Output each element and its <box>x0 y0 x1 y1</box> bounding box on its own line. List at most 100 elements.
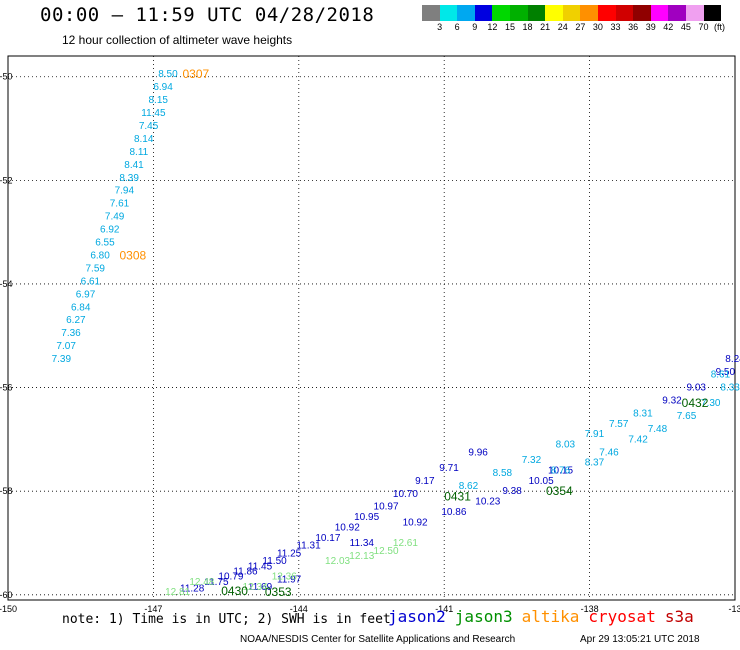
x-tick-label: -147 <box>144 604 162 614</box>
color-scale-label: 45 <box>680 22 691 32</box>
color-scale-label: 21 <box>540 22 551 32</box>
wave-height-label: 6.84 <box>71 302 91 313</box>
legend-entry-jason2: jason2 <box>388 607 446 626</box>
color-scale-label: 33 <box>610 22 621 32</box>
wave-height-label: 12.34 <box>243 582 268 593</box>
color-scale-swatch <box>422 5 440 21</box>
color-scale-swatch: 24 <box>558 5 581 32</box>
wave-height-label: 6.80 <box>90 250 110 261</box>
color-scale-label: 70 <box>698 22 709 32</box>
wave-height-label: 7.94 <box>115 186 135 197</box>
wave-height-label: 10.92 <box>335 522 360 533</box>
x-tick-label: -13 <box>728 604 740 614</box>
wave-height-label: 12.48 <box>189 577 214 588</box>
generation-timestamp: Apr 29 13:05:21 UTC 2018 <box>580 634 700 645</box>
wave-height-label: 12.50 <box>374 546 399 557</box>
wave-height-label: 7.42 <box>628 434 648 445</box>
wave-height-label: 11.31 <box>296 541 321 552</box>
pass-time-label: 0432 <box>682 396 709 410</box>
wave-height-label: 6.97 <box>76 289 96 300</box>
color-scale-label: 6 <box>454 22 460 32</box>
color-scale-swatch: 12 <box>487 5 510 32</box>
chart-title: 00:00 – 11:59 UTC 04/28/2018 <box>40 4 375 26</box>
y-tick-label: -60 <box>0 590 13 600</box>
color-scale-label: 12 <box>487 22 498 32</box>
wave-height-label: 12.61 <box>393 538 418 549</box>
color-scale-label: 39 <box>645 22 656 32</box>
wave-height-label: 7.45 <box>139 121 159 132</box>
wave-height-label: 7.59 <box>86 263 106 274</box>
color-scale-swatch: 6 <box>455 5 475 32</box>
wave-height-label: 7.07 <box>56 341 76 352</box>
wave-height-label: 8.33 <box>720 383 740 394</box>
wave-height-label: 7.46 <box>599 447 619 458</box>
wave-height-label: 8.11 <box>129 147 148 158</box>
pass-time-label: 0308 <box>119 248 146 262</box>
wave-height-label: 7.49 <box>105 212 125 223</box>
wave-height-label: 7.36 <box>61 328 81 339</box>
color-scale-label: 30 <box>592 22 603 32</box>
color-scale-swatch: 36 <box>628 5 651 32</box>
pass-time-label: 0431 <box>444 489 471 503</box>
wave-height-label: 11.75 <box>204 577 229 588</box>
wave-height-label: 11.50 <box>262 556 287 567</box>
wave-height-label: 7.32 <box>522 455 542 466</box>
credit-line: NOAA/NESDIS Center for Satellite Applica… <box>240 634 516 645</box>
x-tick-label: -141 <box>435 604 453 614</box>
y-tick-label: -56 <box>0 383 13 393</box>
wave-height-label: 10.86 <box>441 507 466 518</box>
wave-height-label: 9.38 <box>502 486 522 497</box>
wave-height-label: 9.32 <box>662 396 682 407</box>
color-scale-swatch: 39 <box>646 5 669 32</box>
wave-height-label: 7.65 <box>677 411 697 422</box>
pass-time-label: 0354 <box>546 484 573 498</box>
color-scale-label: 15 <box>504 22 515 32</box>
color-scale-swatch: 33 <box>611 5 634 32</box>
wave-height-label: 10.95 <box>354 512 379 523</box>
wave-height-label: 8.50 <box>158 69 178 80</box>
x-tick-label: -150 <box>0 604 17 614</box>
wave-height-label: 8.76 <box>551 465 571 476</box>
color-scale-swatch: 3 <box>437 5 458 32</box>
wave-height-label: 10.15 <box>548 465 573 476</box>
chart-subtitle: 12 hour collection of altimeter wave hei… <box>62 33 293 47</box>
wave-height-label: 6.94 <box>153 82 173 93</box>
wave-height-label: 7.48 <box>648 424 668 435</box>
wave-height-label: 9.03 <box>686 383 706 394</box>
color-scale-label: 9 <box>472 22 478 32</box>
color-scale-label: 3 <box>437 22 443 32</box>
color-scale-bar: 3 6 9 12 15 18 21 24 27 30 33 36 39 42 45 70 <box>422 5 722 32</box>
wave-height-label: 8.31 <box>633 408 653 419</box>
wave-height-label: 11.45 <box>248 561 273 572</box>
units-note: note: 1) Time is in UTC; 2) SWH is in fe… <box>62 612 391 627</box>
color-scale-swatch: 70 <box>698 5 722 32</box>
y-tick-label: -58 <box>0 486 13 496</box>
color-scale-swatch: 9 <box>472 5 493 32</box>
wave-height-label: 10.05 <box>529 476 554 487</box>
wave-height-label: 7.30 <box>701 398 721 409</box>
wave-height-label: 9.71 <box>439 463 459 474</box>
wave-height-label: 8.39 <box>119 173 139 184</box>
wave-height-label: 10.79 <box>218 572 243 583</box>
wave-height-label: 10.23 <box>475 497 500 508</box>
wave-height-label: 7.57 <box>609 419 629 430</box>
wave-height-label: 8.15 <box>149 95 169 106</box>
pass-time-label: 0353 <box>265 585 292 599</box>
wave-height-label: 8.62 <box>459 481 479 492</box>
wave-height-label: 11.25 <box>277 548 302 559</box>
wave-height-label: 6.55 <box>95 238 115 249</box>
color-scale-swatch: 15 <box>505 5 528 32</box>
color-scale-swatch: 18 <box>523 5 546 32</box>
wave-height-label: 8.41 <box>124 160 144 171</box>
pass-time-label: 0430 <box>221 584 248 598</box>
y-tick-label: -50 <box>0 72 13 82</box>
legend-entry-jason3: jason3 <box>454 607 513 626</box>
wave-height-label: 10.17 <box>315 533 340 544</box>
wave-height-label: 11.97 <box>277 574 302 585</box>
color-scale-swatch: 21 <box>540 5 563 32</box>
wave-height-label: 6.27 <box>66 315 86 326</box>
wave-height-label: 10.92 <box>403 517 428 528</box>
color-scale-unit: (ft) <box>714 22 725 32</box>
wave-height-label: 12.36 <box>272 572 297 583</box>
